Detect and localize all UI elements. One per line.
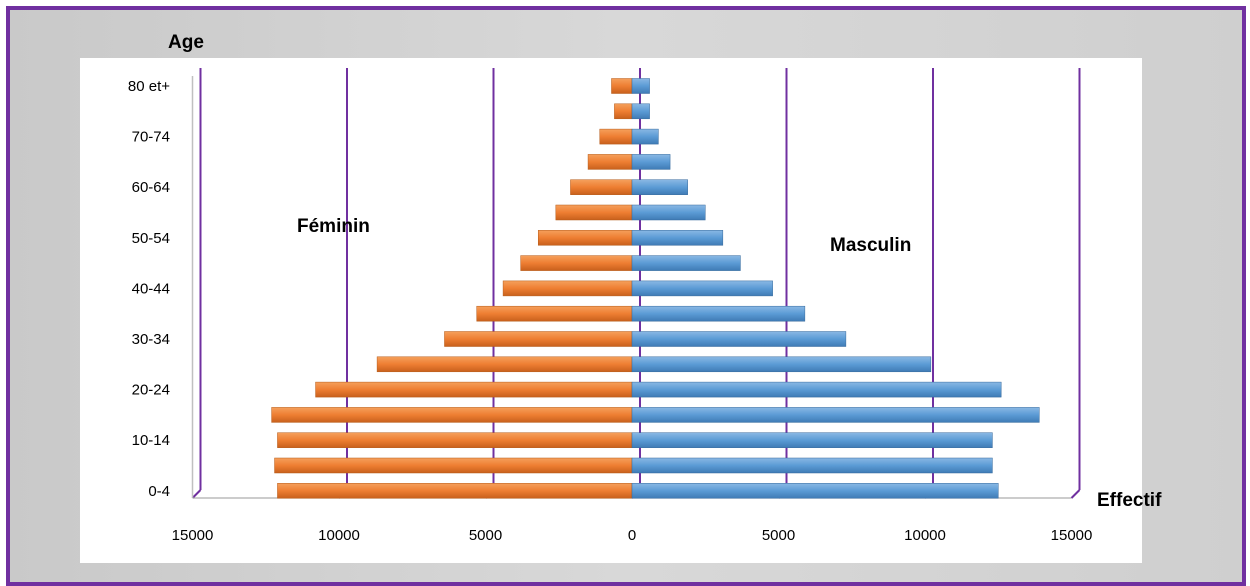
bar-feminin bbox=[277, 483, 633, 499]
gridline bbox=[191, 68, 202, 499]
bar-masculin bbox=[631, 483, 999, 499]
gridline bbox=[1070, 68, 1081, 499]
y-tick-label: 40-44 bbox=[132, 280, 170, 297]
y-tick-label: 10-14 bbox=[132, 432, 170, 449]
bar-masculin bbox=[631, 280, 773, 297]
chart-frame: Age Effectif Féminin Masculin 15000 10000… bbox=[6, 6, 1246, 586]
population-pyramid-chart: Age Effectif Féminin Masculin 15000 10000… bbox=[128, 32, 1162, 544]
bar-masculin bbox=[631, 432, 993, 448]
x-axis-title: Effectif bbox=[1097, 490, 1162, 511]
bar-masculin bbox=[631, 407, 1040, 423]
bar-feminin bbox=[315, 381, 633, 398]
bar-feminin bbox=[537, 230, 633, 246]
bar-masculin bbox=[631, 230, 724, 246]
y-tick-label: 30-34 bbox=[132, 331, 170, 348]
x-tick-label: 10000 bbox=[318, 527, 360, 544]
bar-feminin bbox=[611, 78, 633, 94]
bar-masculin bbox=[631, 305, 806, 322]
bar-feminin bbox=[444, 331, 633, 347]
bar-feminin bbox=[555, 204, 633, 221]
bar-masculin bbox=[631, 103, 650, 120]
bar-masculin bbox=[631, 331, 847, 347]
bar-feminin bbox=[277, 432, 633, 448]
x-tick-label: 10000 bbox=[904, 527, 946, 544]
x-tick-label: 15000 bbox=[1051, 527, 1093, 544]
bar-feminin bbox=[587, 154, 633, 170]
bar-masculin bbox=[631, 204, 706, 221]
x-tick-label: 5000 bbox=[762, 527, 795, 544]
bar-feminin bbox=[570, 179, 633, 195]
y-tick-label: 0-4 bbox=[148, 483, 170, 500]
y-tick-label: 50-54 bbox=[132, 230, 170, 247]
bar-masculin bbox=[631, 78, 650, 94]
y-axis-title: Age bbox=[168, 32, 204, 53]
bar-feminin bbox=[274, 457, 633, 474]
bar-masculin bbox=[631, 356, 932, 373]
bar-feminin bbox=[599, 128, 633, 145]
bar-feminin bbox=[476, 305, 633, 322]
y-tick-label: 20-24 bbox=[132, 382, 170, 399]
x-tick-label: 15000 bbox=[172, 527, 214, 544]
bar-masculin bbox=[631, 255, 741, 271]
y-tick-label: 80 et+ bbox=[128, 78, 170, 95]
x-tick-label: 0 bbox=[628, 527, 636, 544]
bar-feminin bbox=[376, 356, 633, 373]
legend-label-masculin: Masculin bbox=[830, 235, 911, 256]
bar-masculin bbox=[631, 381, 1002, 398]
bar-masculin bbox=[631, 154, 671, 170]
bars bbox=[271, 78, 1040, 499]
bar-feminin bbox=[520, 255, 633, 271]
y-tick-label: 70-74 bbox=[132, 129, 170, 146]
bar-feminin bbox=[271, 407, 633, 423]
y-tick-label: 60-64 bbox=[132, 179, 170, 196]
bar-masculin bbox=[631, 179, 688, 195]
bar-feminin bbox=[502, 280, 633, 297]
bar-masculin bbox=[631, 457, 993, 474]
bar-masculin bbox=[631, 128, 659, 145]
bar-feminin bbox=[614, 103, 633, 120]
labels: Age Effectif Féminin Masculin 15000 10000… bbox=[128, 32, 1162, 544]
x-tick-label: 5000 bbox=[469, 527, 502, 544]
legend-label-feminin: Féminin bbox=[297, 216, 370, 237]
